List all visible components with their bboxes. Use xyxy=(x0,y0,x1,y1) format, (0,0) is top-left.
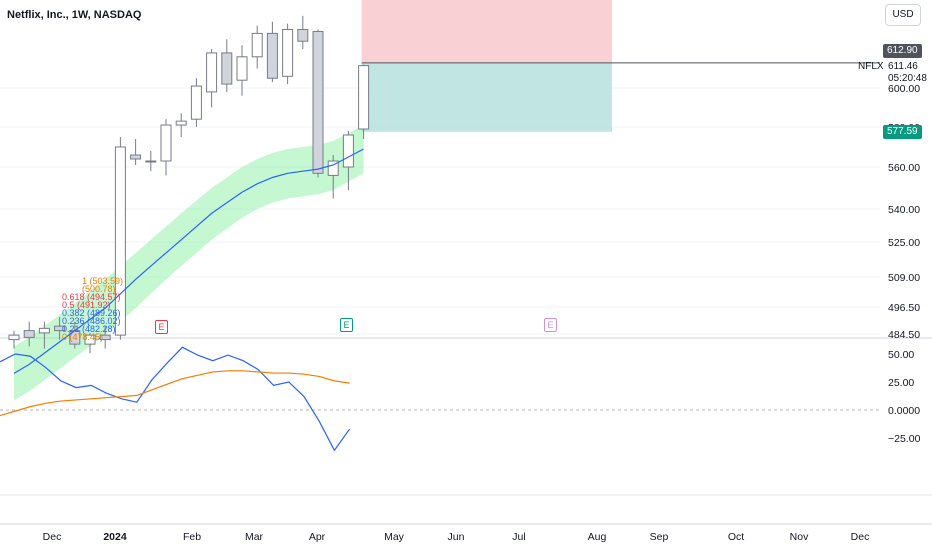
fib-level-label: 1 (503.59) xyxy=(82,276,124,286)
time-tick-label: Nov xyxy=(790,531,809,543)
time-tick-label: Dec xyxy=(43,531,62,543)
price-tick-label: 600.00 xyxy=(888,83,920,95)
price-tick-label: 525.00 xyxy=(888,237,920,249)
candle-body xyxy=(23,330,35,338)
candle-body xyxy=(251,32,263,58)
candle-body xyxy=(84,334,96,345)
countdown-timer: 05:20:48 xyxy=(888,73,927,84)
candle-body xyxy=(221,52,233,85)
price-tick-label: 509.00 xyxy=(888,272,920,284)
candle-body xyxy=(342,134,354,168)
lower-price-tag: 577.59 xyxy=(883,125,922,139)
time-tick-label: Jul xyxy=(512,531,525,543)
time-tick-label: Apr xyxy=(309,531,326,543)
candle-body xyxy=(114,146,126,336)
candles xyxy=(8,15,370,354)
currency-button[interactable]: USD xyxy=(885,4,921,26)
fib-level-label: 0.21 (482.28) xyxy=(62,324,116,334)
upper-price-tag: 612.90 xyxy=(883,44,922,58)
price-tick-label: 496.50 xyxy=(888,302,920,314)
price-tick-label: 484.50 xyxy=(888,329,920,341)
time-tick-label: Jun xyxy=(448,531,465,543)
fib-level-label: 0.382 (489.26) xyxy=(62,308,121,318)
candle-body xyxy=(327,160,339,176)
oscillator-tick-label: 25.00 xyxy=(888,377,914,389)
candle-body xyxy=(145,160,157,163)
signal-line xyxy=(0,370,350,417)
candle-body xyxy=(99,334,111,341)
candle-body xyxy=(175,120,187,126)
oscillator-tick-label: 0.0000 xyxy=(888,405,920,417)
time-tick-label: May xyxy=(384,531,405,543)
candle-body xyxy=(312,30,324,174)
candle-body xyxy=(54,325,66,332)
oscillator-tick-label: −25.00 xyxy=(888,433,921,445)
candle-body xyxy=(160,124,172,162)
time-tick-label: Oct xyxy=(728,531,744,543)
ma-band xyxy=(14,125,364,401)
candle-body xyxy=(282,29,294,77)
chart-title: Netflix, Inc., 1W, NASDAQ xyxy=(7,9,142,21)
time-tick-label: Sep xyxy=(650,531,669,543)
oscillator-axis[interactable]: 50.00 25.00 0.0000 −25.00 xyxy=(888,349,921,445)
time-tick-label: Aug xyxy=(588,531,607,543)
price-axis[interactable]: 600.00580.00560.00540.00525.00509.00496.… xyxy=(888,83,920,341)
fib-level-label: 0.5 (491.92) xyxy=(62,300,111,310)
moving-average xyxy=(13,148,364,374)
time-tick-label: Dec xyxy=(851,531,870,543)
time-tick-label: 2024 xyxy=(103,531,127,543)
ma-line xyxy=(13,148,364,374)
fib-level-label: (500.78) xyxy=(82,284,116,294)
price-tick-label: 540.00 xyxy=(888,204,920,216)
candle-body xyxy=(297,29,309,42)
current-price: 611.46 xyxy=(888,61,918,72)
oscillator-line xyxy=(0,346,351,452)
candle-body xyxy=(266,32,278,79)
position-zones xyxy=(361,0,880,132)
earnings-past-icon[interactable]: E xyxy=(155,320,168,334)
candle-body xyxy=(8,334,20,341)
candle-body xyxy=(236,56,248,81)
symbol-label: NFLX xyxy=(858,61,884,72)
time-axis[interactable]: Dec 2024 Feb Mar Apr May Jun Jul Aug Sep Oct Nov Dec xyxy=(43,531,870,543)
ma-band-fill xyxy=(14,125,364,401)
oscillator-pane xyxy=(0,346,880,452)
candle-body xyxy=(206,52,218,93)
candle-body xyxy=(358,65,370,130)
stop-zone xyxy=(361,0,612,63)
earnings-icon[interactable]: E xyxy=(340,318,353,332)
candle-body xyxy=(130,154,142,160)
time-tick-label: Feb xyxy=(183,531,201,543)
earnings-future-icon[interactable]: E xyxy=(544,318,557,332)
oscillator-tick-label: 50.00 xyxy=(888,349,914,361)
price-tick-label: 560.00 xyxy=(888,162,920,174)
grid xyxy=(0,87,932,525)
candle-body xyxy=(190,85,202,120)
target-zone xyxy=(361,62,612,132)
fib-level-label: 0.618 (494.57) xyxy=(62,292,121,302)
fib-level-label: 0.236 (486.02) xyxy=(62,316,121,326)
fib-level-label: 0 (478.45) xyxy=(62,332,104,342)
time-tick-label: Mar xyxy=(245,531,264,543)
candle-body xyxy=(38,327,50,334)
